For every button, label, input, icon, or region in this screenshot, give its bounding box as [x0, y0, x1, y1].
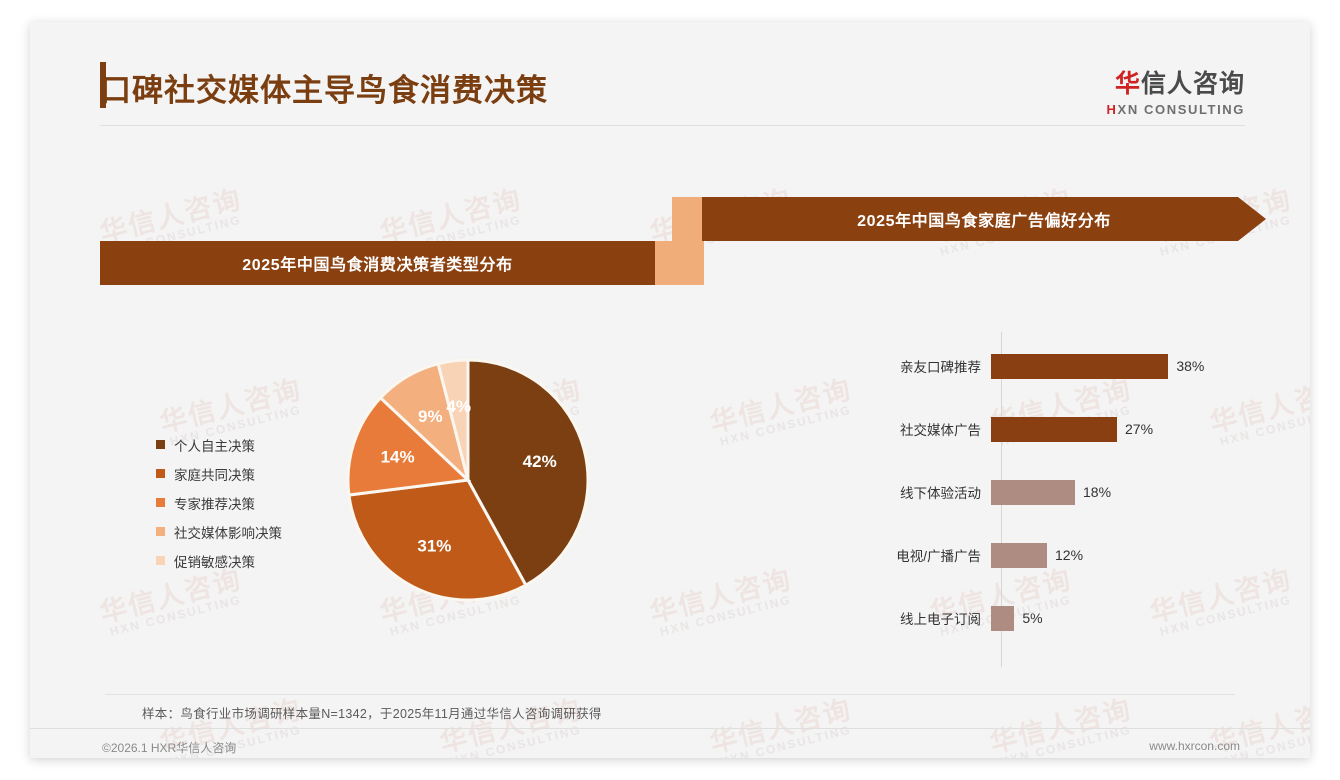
bar-value-label: 38%	[1176, 358, 1205, 374]
footer-website: www.hxrcon.com	[1149, 739, 1240, 753]
logo-english-highlight: H	[1106, 102, 1118, 117]
bar-category-label: 电视/广播广告	[896, 549, 981, 564]
logo-english-rest: XN CONSULTING	[1117, 102, 1245, 117]
bar-fill[interactable]	[991, 605, 1015, 631]
legend-swatch-icon	[156, 556, 165, 565]
bar-category-label: 社交媒体广告	[900, 423, 981, 438]
legend-swatch-icon	[156, 498, 165, 507]
footer-divider	[30, 728, 1310, 729]
left-panel-banner: 2025年中国鸟食消费决策者类型分布	[100, 241, 655, 285]
right-panel-banner: 2025年中国鸟食家庭广告偏好分布	[702, 197, 1266, 241]
pie-slice-label: 4%	[446, 397, 471, 416]
legend-item-label: 家庭共同决策	[174, 467, 255, 483]
legend-item-label: 社交媒体影响决策	[174, 525, 282, 541]
bar-category-label: 亲友口碑推荐	[900, 360, 981, 375]
logo-chinese-highlight: 华	[1114, 70, 1141, 98]
note-divider	[105, 694, 1235, 695]
bar-fill[interactable]	[991, 353, 1169, 379]
legend-swatch-icon	[156, 440, 165, 449]
legend-swatch-icon	[156, 469, 165, 478]
pie-slice-label: 42%	[523, 452, 557, 471]
bar-chart: 亲友口碑推荐 38% 社交媒体广告 27% 线下体验活动 18% 电视/广播广告 12% 线上电…	[875, 332, 1255, 667]
bar-track: 12%	[991, 539, 1255, 571]
bar-track: 38%	[991, 350, 1255, 382]
legend-item[interactable]: 促销敏感决策	[156, 546, 336, 575]
bar-value-label: 18%	[1083, 484, 1112, 500]
legend-item-label: 专家推荐决策	[174, 496, 255, 512]
pie-slice-label: 31%	[417, 536, 451, 555]
bar-value-label: 27%	[1125, 421, 1154, 437]
pie-slice[interactable]	[466, 358, 590, 588]
footer-copyright: ©2026.1 HXR华信人咨询	[102, 741, 237, 755]
legend-swatch-icon	[156, 527, 165, 536]
legend-item-label: 促销敏感决策	[174, 554, 255, 570]
bar-chart-row[interactable]: 亲友口碑推荐 38%	[875, 350, 1255, 382]
legend-item[interactable]: 家庭共同决策	[156, 459, 336, 488]
bar-value-label: 12%	[1055, 547, 1084, 563]
bar-chart-row[interactable]: 社交媒体广告 27%	[875, 413, 1255, 445]
bar-chart-row[interactable]: 线上电子订阅 5%	[875, 602, 1255, 634]
pie-chart-svg: 42% 31% 14% 9%4%	[346, 358, 590, 602]
header-divider	[100, 125, 1245, 126]
pie-slice[interactable]	[346, 395, 472, 497]
legend-item[interactable]: 个人自主决策	[156, 430, 336, 459]
bar-track: 27%	[991, 413, 1255, 445]
page-title: 口碑社交媒体主导鸟食消费决策	[100, 73, 548, 108]
title-accent-bar	[100, 62, 106, 108]
sample-note: 样本：鸟食行业市场调研样本量N=1342，于2025年11月通过华信人咨询调研获…	[142, 707, 602, 721]
pie-slice[interactable]	[347, 478, 528, 602]
pie-slice[interactable]	[436, 358, 470, 481]
pie-slice-label: 9%	[418, 407, 443, 426]
logo-chinese: 华信人咨询	[1107, 64, 1245, 100]
legend-item[interactable]: 专家推荐决策	[156, 488, 336, 517]
bar-value-label: 5%	[1022, 610, 1043, 626]
logo-english: HXN CONSULTING	[1107, 102, 1245, 117]
bar-fill[interactable]	[991, 542, 1047, 568]
bar-chart-row[interactable]: 线下体验活动 18%	[875, 476, 1255, 508]
bar-fill[interactable]	[991, 479, 1075, 505]
logo-chinese-rest: 信人咨询	[1140, 70, 1245, 98]
bar-fill[interactable]	[991, 416, 1117, 442]
pie-slice-label: 14%	[381, 448, 415, 467]
bar-track: 18%	[991, 476, 1255, 508]
bar-chart-row[interactable]: 电视/广播广告 12%	[875, 539, 1255, 571]
slide-header: 口碑社交媒体主导鸟食消费决策 华信人咨询 HXN CONSULTING	[30, 22, 1310, 127]
right-banner-tail-upper	[672, 197, 704, 241]
bar-track: 5%	[991, 602, 1255, 634]
bar-category-label: 线下体验活动	[900, 486, 981, 501]
legend-item-label: 个人自主决策	[174, 438, 255, 454]
brand-logo: 华信人咨询 HXN CONSULTING	[1107, 64, 1245, 117]
legend-item[interactable]: 社交媒体影响决策	[156, 517, 336, 546]
pie-legend: 个人自主决策 家庭共同决策 专家推荐决策社交媒体影响决策 促销敏感决策	[156, 430, 336, 575]
bar-category-label: 线上电子订阅	[900, 612, 981, 627]
pie-chart: 42% 31% 14% 9% 4%	[346, 358, 590, 602]
